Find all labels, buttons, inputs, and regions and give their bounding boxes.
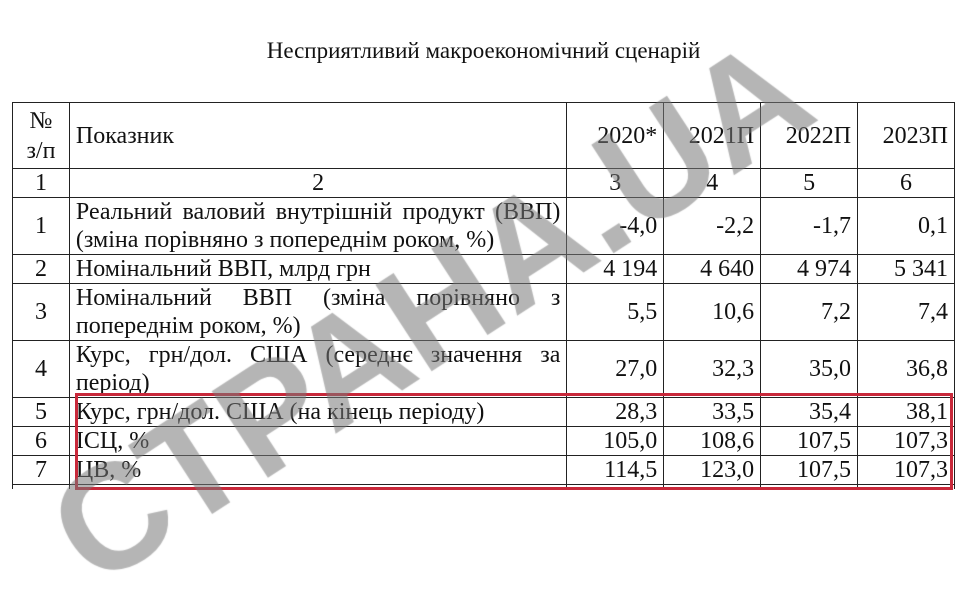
column-number-row: 1 2 3 4 5 6	[12, 168, 955, 198]
row-value: -4,0	[566, 197, 665, 255]
row-value: 105,0	[566, 426, 665, 456]
row-value: 4 194	[566, 254, 665, 284]
column-number: 4	[663, 168, 762, 198]
row-value: 32,3	[663, 340, 762, 398]
header-2023: 2023П	[857, 102, 955, 169]
row-value: 7,2	[760, 283, 859, 341]
row-label: Курс, грн/дол. США (на кінець періоду)	[68, 397, 568, 427]
row-number: 2	[12, 254, 70, 284]
row-number: 4	[12, 340, 70, 398]
row-value: 38,1	[857, 397, 955, 427]
table-row: 4 Курс, грн/дол. США (середнє значення за…	[12, 340, 955, 398]
table-row: 1 Реальний валовий внутрішній продукт (ВВ…	[12, 197, 955, 255]
document-title: Несприятливий макроекономічний сценарій	[266, 38, 701, 63]
row-value: 7,4	[857, 283, 955, 341]
row-value: 123,0	[663, 455, 762, 485]
row-value: 28,3	[566, 397, 665, 427]
table-row: 5 Курс, грн/дол. США (на кінець періоду) 2…	[12, 397, 955, 427]
row-number: 5	[12, 397, 70, 427]
column-number: 1	[12, 168, 70, 198]
row-number: 1	[12, 197, 70, 255]
row-label: Номінальний ВВП (зміна порівняно з попер…	[68, 283, 568, 341]
table-row: 6 ІСЦ, % 105,0 108,6 107,5 107,3	[12, 426, 955, 456]
column-number: 3	[566, 168, 665, 198]
row-label: ЦВ, %	[68, 455, 568, 485]
row-number: 6	[12, 426, 70, 456]
truncated-row	[12, 484, 955, 489]
row-label: Номінальний ВВП, млрд грн	[68, 254, 568, 284]
row-label: ІСЦ, %	[68, 426, 568, 456]
row-value: 4 974	[760, 254, 859, 284]
header-2020: 2020*	[566, 102, 665, 169]
header-2022: 2022П	[760, 102, 859, 169]
header-2021: 2021П	[663, 102, 762, 169]
row-value: 4 640	[663, 254, 762, 284]
row-value: 0,1	[857, 197, 955, 255]
row-value: 5 341	[857, 254, 955, 284]
column-number: 2	[68, 168, 568, 198]
row-value: 107,5	[760, 426, 859, 456]
row-value: 36,8	[857, 340, 955, 398]
row-value: 107,3	[857, 426, 955, 456]
header-indicator: Показник	[68, 102, 568, 169]
table-row: 7 ЦВ, % 114,5 123,0 107,5 107,3	[12, 455, 955, 485]
row-value: 10,6	[663, 283, 762, 341]
row-value: 108,6	[663, 426, 762, 456]
header-row: № з/п Показник 2020* 2021П 2022П 2023П	[12, 102, 955, 169]
row-value: 5,5	[566, 283, 665, 341]
row-value: 35,4	[760, 397, 859, 427]
row-number: 7	[12, 455, 70, 485]
table-row: 2 Номінальний ВВП, млрд грн 4 194 4 640 4 97…	[12, 254, 955, 284]
header-number: № з/п	[12, 102, 70, 169]
row-value: 27,0	[566, 340, 665, 398]
row-value: 33,5	[663, 397, 762, 427]
column-number: 5	[760, 168, 859, 198]
row-value: -1,7	[760, 197, 859, 255]
row-value: 35,0	[760, 340, 859, 398]
table-row: 3 Номінальний ВВП (зміна порівняно з попе…	[12, 283, 955, 341]
row-label: Курс, грн/дол. США (середнє значення за …	[68, 340, 568, 398]
macro-scenario-table: № з/п Показник 2020* 2021П 2022П 2023П 1…	[12, 102, 955, 489]
row-value: 107,3	[857, 455, 955, 485]
row-value: 107,5	[760, 455, 859, 485]
row-label: Реальний валовий внутрішній продукт (ВВП…	[68, 197, 568, 255]
row-value: 114,5	[566, 455, 665, 485]
row-value: -2,2	[663, 197, 762, 255]
column-number: 6	[857, 168, 955, 198]
row-number: 3	[12, 283, 70, 341]
